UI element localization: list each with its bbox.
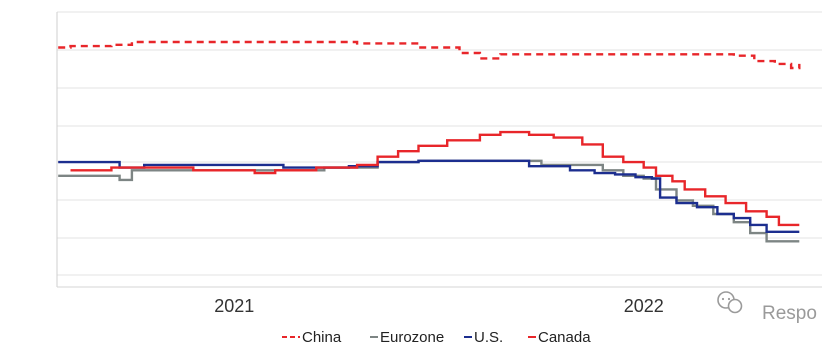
axes [56,12,822,288]
watermark-text: Respo [762,303,817,324]
series-line-eurozone [58,159,800,243]
legend: China Eurozone U.S. Canada [282,329,591,346]
legend-item-canada: Canada [528,329,591,346]
legend-item-eurozone: Eurozone [370,329,444,346]
legend-label: U.S. [474,329,503,346]
legend-item-china: China [282,329,342,346]
series-layer [58,40,801,243]
x-tick-label: 2022 [624,296,664,316]
legend-label: Eurozone [380,329,444,346]
x-axis-ticks: 2021 2022 [214,296,664,316]
watermark: Respo [717,291,817,324]
x-tick-label: 2021 [214,296,254,316]
wechat-icon [717,291,743,314]
series-line-china [58,40,801,70]
gridlines [57,11,822,276]
series-line-us [58,159,800,233]
legend-label: China [302,329,342,346]
legend-label: Canada [538,329,591,346]
series-line-canada [70,130,800,227]
legend-item-us: U.S. [464,329,503,346]
